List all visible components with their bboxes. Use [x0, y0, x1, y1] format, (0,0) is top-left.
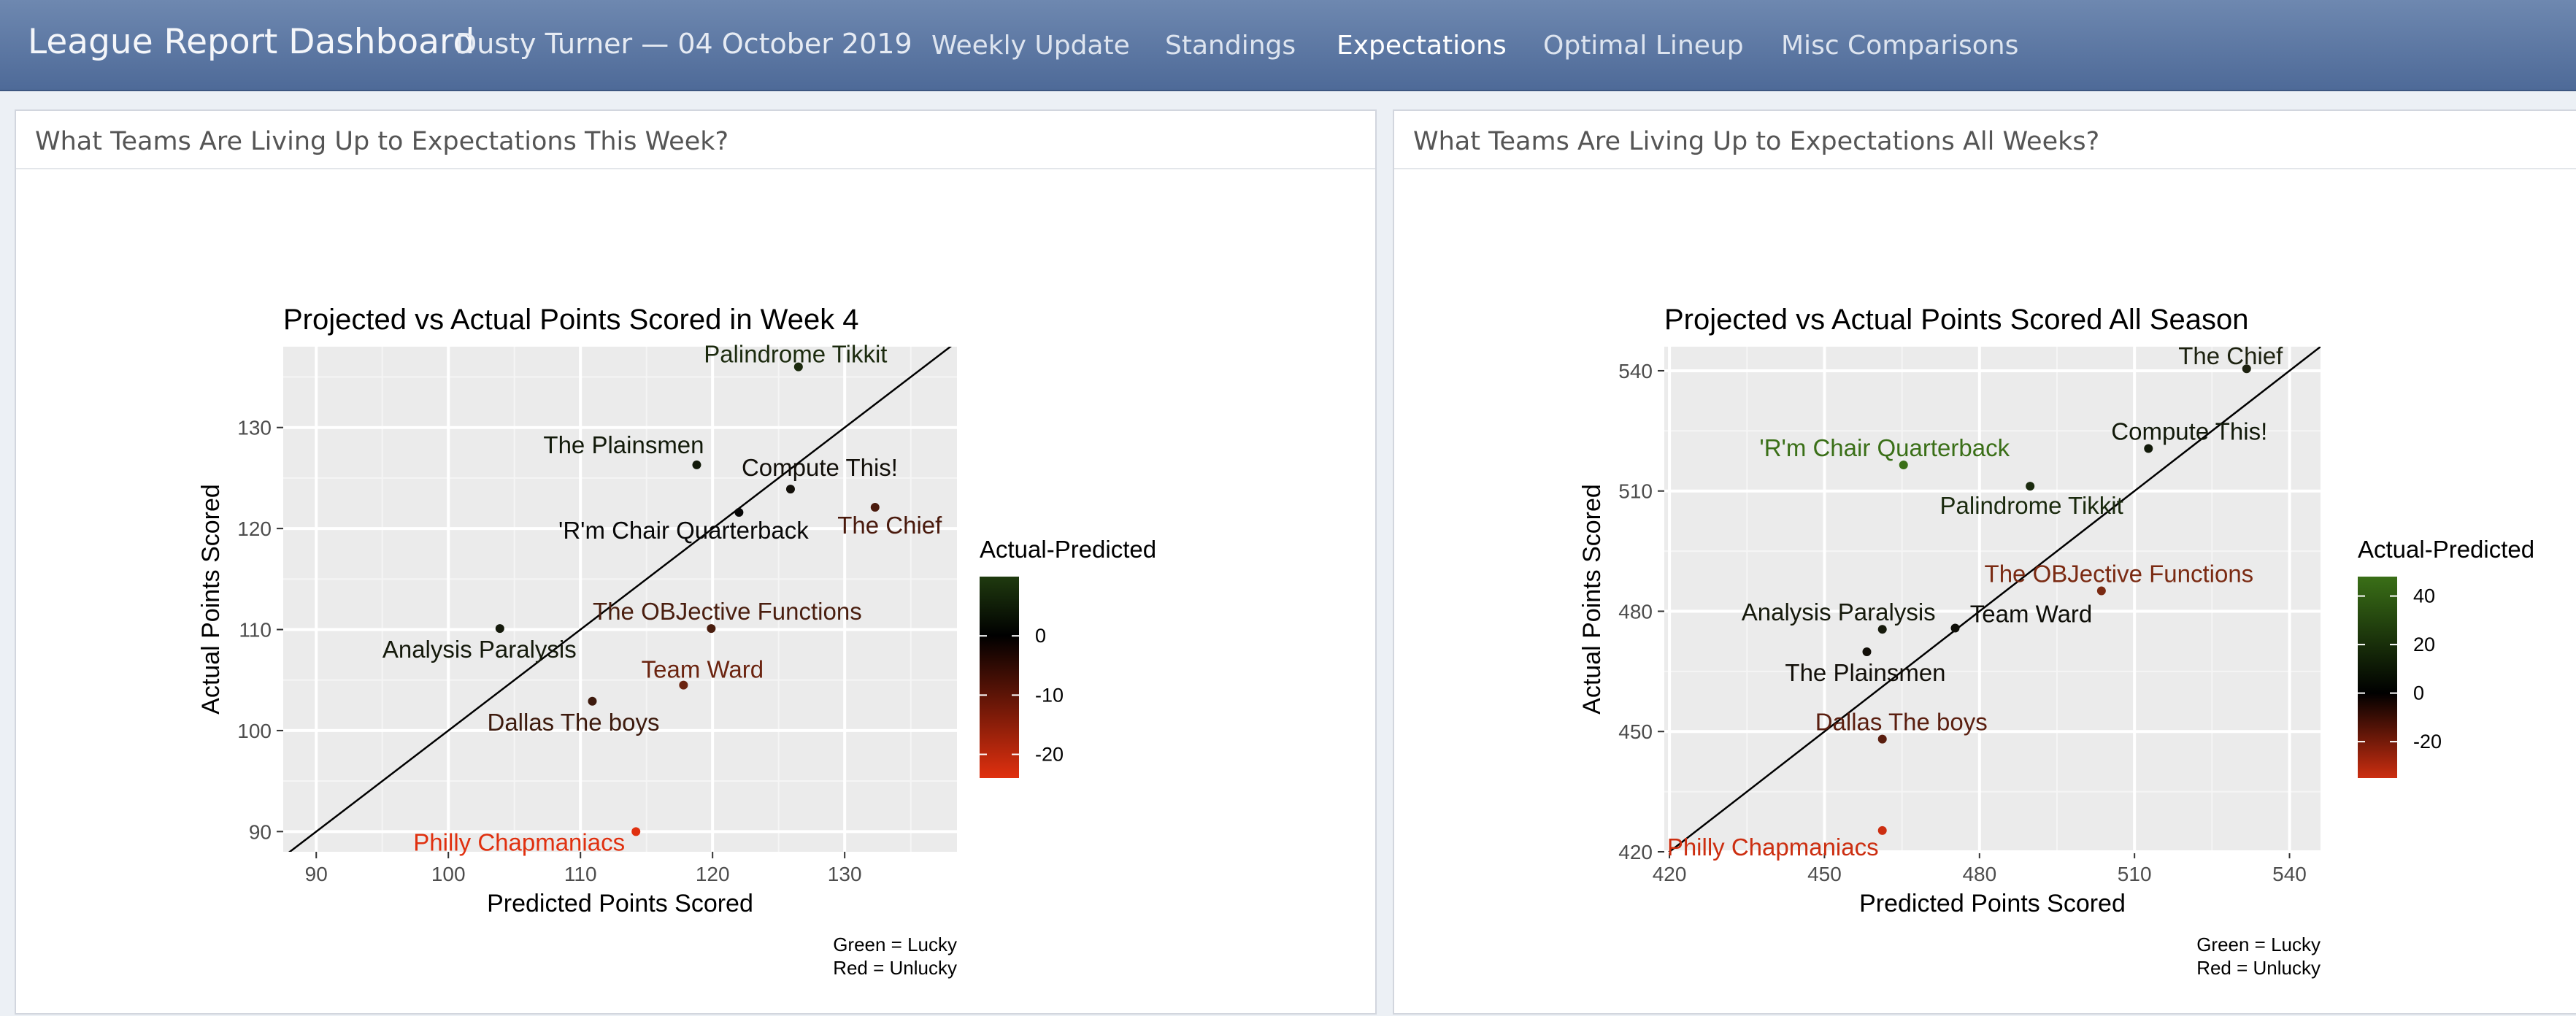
data-point: [2026, 482, 2035, 491]
legend-title: Actual-Predicted: [2358, 536, 2534, 563]
data-point: [707, 624, 716, 634]
reference-line-y-equals-x: [1668, 347, 2321, 852]
y-tick-label: 100: [237, 720, 272, 742]
x-tick-label: 100: [431, 863, 466, 885]
y-tick-label: 120: [237, 517, 272, 540]
x-axis-title: Predicted Points Scored: [487, 890, 753, 917]
week-scatter-chart: Projected vs Actual Points Scored in Wee…: [197, 304, 1156, 979]
nav-optimal-lineup[interactable]: Optimal Lineup: [1543, 31, 1744, 61]
legend-tick-label: -20: [2413, 731, 2442, 753]
app-brand[interactable]: League Report Dashboard: [28, 22, 475, 62]
reference-line-y-equals-x: [288, 347, 953, 852]
top-navbar: League Report Dashboard Dusty Turner — 0…: [0, 0, 2576, 91]
panel-this-week: What Teams Are Living Up to Expectations…: [15, 109, 1377, 1015]
point-label: The Plainsmen: [1785, 659, 1945, 686]
data-point: [1862, 647, 1872, 656]
point-label: The Chief: [837, 512, 942, 539]
point-label: 'R'm Chair Quarterback: [1759, 434, 2010, 461]
legend-tick-label: -20: [1035, 744, 1064, 766]
point-label: Dallas The boys: [487, 709, 659, 736]
data-point: [785, 485, 795, 494]
legend-title: Actual-Predicted: [980, 536, 1156, 563]
panel-header: What Teams Are Living Up to Expectations…: [1394, 111, 2576, 169]
season-scatter-chart: Projected vs Actual Points Scored All Se…: [1578, 304, 2534, 979]
point-label: 'R'm Chair Quarterback: [558, 517, 809, 544]
x-tick-label: 540: [2272, 863, 2307, 885]
y-tick-label: 90: [249, 820, 272, 843]
point-label: Analysis Paralysis: [1742, 599, 1936, 626]
x-tick-label: 120: [696, 863, 730, 885]
y-tick-label: 540: [1618, 360, 1653, 382]
panel-header: What Teams Are Living Up to Expectations…: [16, 111, 1375, 169]
legend-tick-label: 20: [2413, 634, 2435, 655]
panel-all-weeks: What Teams Are Living Up to Expectations…: [1393, 109, 2576, 1015]
report-subtitle: Dusty Turner — 04 October 2019: [455, 28, 912, 60]
nav-standings[interactable]: Standings: [1165, 31, 1296, 61]
point-label: Compute This!: [2111, 417, 2267, 445]
y-tick-label: 130: [237, 417, 272, 439]
nav-expectations[interactable]: Expectations: [1337, 31, 1507, 61]
data-point: [2144, 444, 2153, 453]
legend-colorbar: [2358, 577, 2397, 778]
data-point: [631, 827, 641, 836]
x-tick-label: 90: [305, 863, 328, 885]
caption-line: Red = Unlucky: [2196, 957, 2321, 979]
point-label: The Plainsmen: [543, 431, 704, 458]
point-label: Team Ward: [642, 656, 764, 683]
point-label: Palindrome Tikkit: [1940, 492, 2123, 519]
panel-title: What Teams Are Living Up to Expectations…: [1413, 127, 2100, 156]
data-point: [1877, 625, 1887, 634]
nav-misc-comparisons[interactable]: Misc Comparisons: [1781, 31, 2019, 61]
data-point: [692, 460, 701, 469]
point-label: Analysis Paralysis: [382, 636, 577, 663]
legend-tick-label: -10: [1035, 684, 1064, 706]
point-label: The OBJective Functions: [593, 598, 862, 625]
caption-line: Red = Unlucky: [833, 957, 957, 979]
data-point: [2242, 364, 2251, 374]
panel-title: What Teams Are Living Up to Expectations…: [35, 127, 729, 156]
x-tick-label: 510: [2118, 863, 2152, 885]
legend-tick-label: 0: [1035, 625, 1046, 647]
y-axis-title: Actual Points Scored: [1578, 484, 1606, 715]
data-point: [1877, 826, 1887, 835]
point-label: Palindrome Tikkit: [704, 341, 887, 368]
x-tick-label: 480: [1962, 863, 1996, 885]
point-label: Philly Chapmaniacs: [1667, 834, 1879, 861]
y-tick-label: 480: [1618, 600, 1653, 623]
x-tick-label: 420: [1653, 863, 1687, 885]
x-tick-label: 450: [1807, 863, 1842, 885]
x-tick-label: 130: [828, 863, 862, 885]
legend-tick-label: 40: [2413, 585, 2435, 607]
data-point: [1877, 734, 1887, 744]
x-axis-title: Predicted Points Scored: [1859, 890, 2126, 917]
legend-colorbar: [980, 577, 1019, 778]
y-tick-label: 450: [1618, 720, 1653, 743]
data-point: [679, 680, 688, 690]
point-label: The Chief: [2178, 342, 2283, 369]
data-point: [495, 624, 504, 634]
point-label: Dallas The boys: [1815, 709, 1988, 736]
chart-title: Projected vs Actual Points Scored All Se…: [1664, 304, 2248, 336]
caption-line: Green = Lucky: [833, 934, 957, 955]
legend-tick-label: 0: [2413, 682, 2424, 704]
data-point: [1950, 623, 1960, 633]
caption-line: Green = Lucky: [2196, 934, 2321, 955]
y-tick-label: 510: [1618, 480, 1653, 503]
x-tick-label: 110: [564, 863, 597, 885]
nav-weekly-update[interactable]: Weekly Update: [931, 31, 1130, 61]
data-point: [2096, 586, 2106, 596]
data-point: [734, 507, 744, 517]
y-tick-label: 420: [1618, 841, 1653, 863]
y-axis-title: Actual Points Scored: [197, 484, 225, 715]
data-point: [793, 362, 803, 372]
data-point: [870, 503, 880, 512]
point-label: Team Ward: [1970, 601, 2092, 628]
data-point: [588, 696, 597, 706]
data-point: [1899, 461, 1908, 470]
point-label: Compute This!: [742, 454, 898, 481]
point-label: Philly Chapmaniacs: [413, 828, 625, 855]
point-label: The OBJective Functions: [1985, 560, 2254, 587]
y-tick-label: 110: [239, 619, 272, 642]
chart-title: Projected vs Actual Points Scored in Wee…: [283, 304, 859, 336]
